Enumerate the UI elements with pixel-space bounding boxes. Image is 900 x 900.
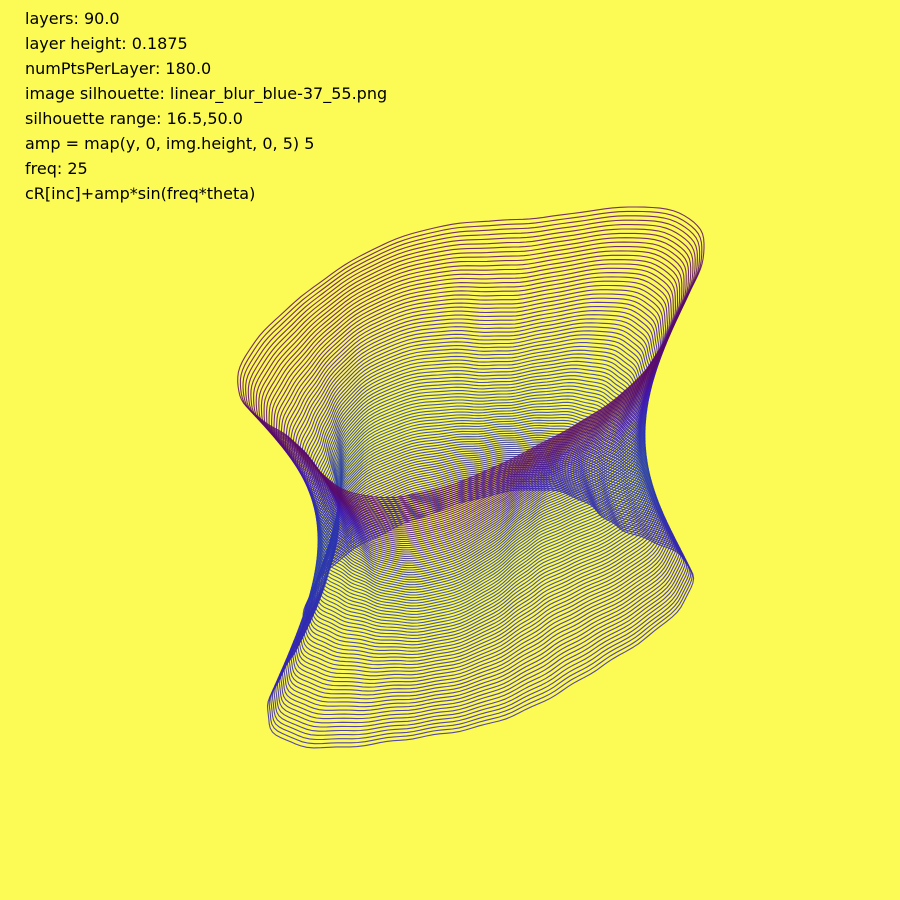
sculpture-layer [260, 245, 685, 517]
param-radius-formula: cR[inc]+amp*sin(freq*theta) [25, 184, 256, 203]
sculpture-layer [245, 219, 698, 505]
param-image-silhouette: image silhouette: linear_blur_blue-37_55… [25, 84, 388, 103]
sculpture-layer [255, 237, 690, 513]
sculpture-layer [271, 263, 676, 524]
parameter-list: layers: 90.0 layer height: 0.1875 numPts… [25, 6, 387, 206]
sculpture-layer [247, 224, 696, 507]
param-amp-formula: amp = map(y, 0, img.height, 0, 5) 5 [25, 134, 315, 153]
sculpture-layer [237, 206, 705, 499]
param-freq: freq: 25 [25, 159, 88, 178]
sculpture-layer [266, 254, 681, 520]
sculpture-layer [253, 232, 692, 511]
param-points-per-layer: numPtsPerLayer: 180.0 [25, 59, 212, 78]
param-layers: layers: 90.0 [25, 9, 120, 28]
param-silhouette-range: silhouette range: 16.5,50.0 [25, 109, 243, 128]
param-layer-height: layer height: 0.1875 [25, 34, 188, 53]
sculpture-layer [242, 215, 701, 503]
sculpture-layer [263, 250, 683, 519]
sculpture-layer [239, 210, 703, 501]
